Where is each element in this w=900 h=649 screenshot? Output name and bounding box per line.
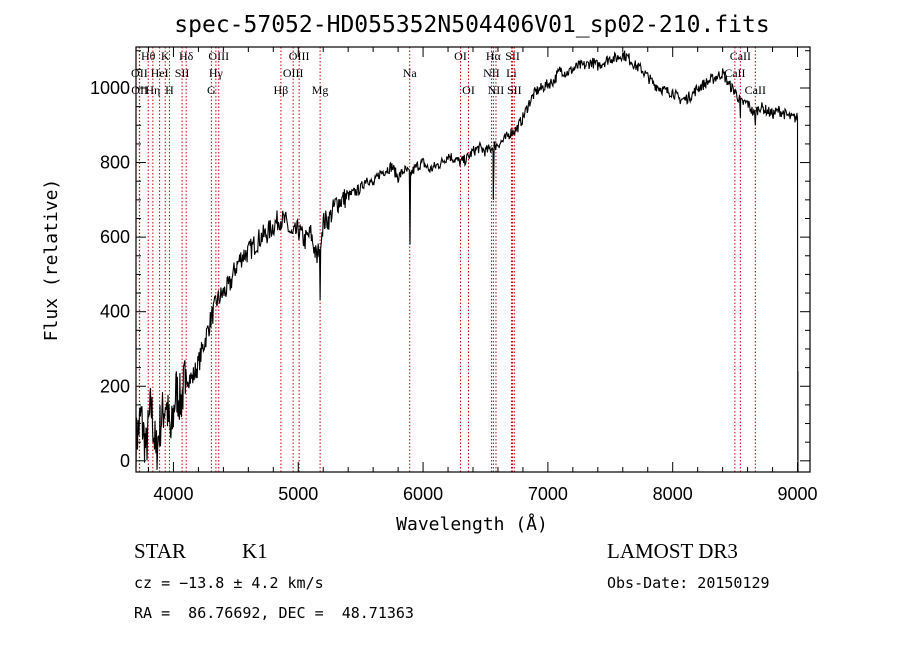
spectral-line-label: SII (175, 66, 190, 80)
plot-frame (135, 46, 811, 473)
spectral-line-label: SII (507, 83, 522, 97)
spectral-line-label: Hβ (274, 83, 289, 97)
x-axis-label: Wavelength (Å) (396, 513, 548, 535)
spectral-line-label: CaII (724, 66, 745, 80)
spectral-line-label: CaII (745, 83, 766, 97)
x-tick-label: 8000 (653, 484, 693, 504)
x-tick-label: 9000 (777, 484, 817, 504)
spectral-line-label: OI (454, 49, 467, 63)
spectral-line-label: Hη (145, 83, 160, 97)
redshift-value: cz = −13.8 ± 4.2 km/s (134, 574, 324, 592)
survey-name: LAMOST DR3 (607, 539, 738, 563)
spectral-line-label: Mg (312, 83, 329, 97)
x-tick-label: 7000 (528, 484, 568, 504)
spectral-line-label: Hα (486, 49, 502, 63)
spectral-line-label: OI (462, 83, 475, 97)
x-tick-label: 5000 (278, 484, 318, 504)
spectral-line-label: NII (483, 66, 500, 80)
y-tick-label: 0 (120, 451, 130, 471)
spectral-line-label: NII (488, 83, 505, 97)
spectral-line-label: OIII (208, 49, 229, 63)
y-tick-label: 1000 (90, 78, 130, 98)
spectral-line-label: HeI (151, 66, 169, 80)
spectral-line-label: G (207, 83, 216, 97)
spectral-line-label: OIII (283, 66, 304, 80)
flux-series-line (135, 50, 799, 473)
spectral-line-label: Hδ (179, 49, 194, 63)
spectral-line-label: OIII (289, 49, 310, 63)
spectral-line-label: SII (505, 49, 520, 63)
y-tick-label: 600 (100, 227, 130, 247)
y-tick-label: 800 (100, 153, 130, 173)
chart-title: spec-57052-HD055352N504406V01_sp02-210.f… (174, 12, 769, 38)
spectral-line-label: Na (403, 66, 418, 80)
object-class: STAR (134, 539, 186, 563)
spectral-line-label: Li (506, 66, 517, 80)
spectral-line-label: Hθ (141, 49, 156, 63)
spectral-line-label: Hγ (209, 66, 224, 80)
y-tick-label: 200 (100, 376, 130, 396)
observation-date: Obs-Date: 20150129 (607, 574, 770, 592)
spectral-line-label: CaII (730, 49, 751, 63)
y-axis-label: Flux (relative) (41, 179, 62, 342)
object-subclass: K1 (242, 539, 268, 563)
x-tick-label: 4000 (153, 484, 193, 504)
axis-ticks: 4000 5000 6000 7000 8000 9000 0 200 400 600 800 100… (90, 47, 818, 504)
y-tick-label: 400 (100, 302, 130, 322)
coordinates: RA = 86.76692, DEC = 48.71363 (134, 604, 414, 622)
spectral-line-label: K (161, 49, 170, 63)
x-tick-label: 6000 (403, 484, 443, 504)
spectral-line-label: H (165, 83, 174, 97)
